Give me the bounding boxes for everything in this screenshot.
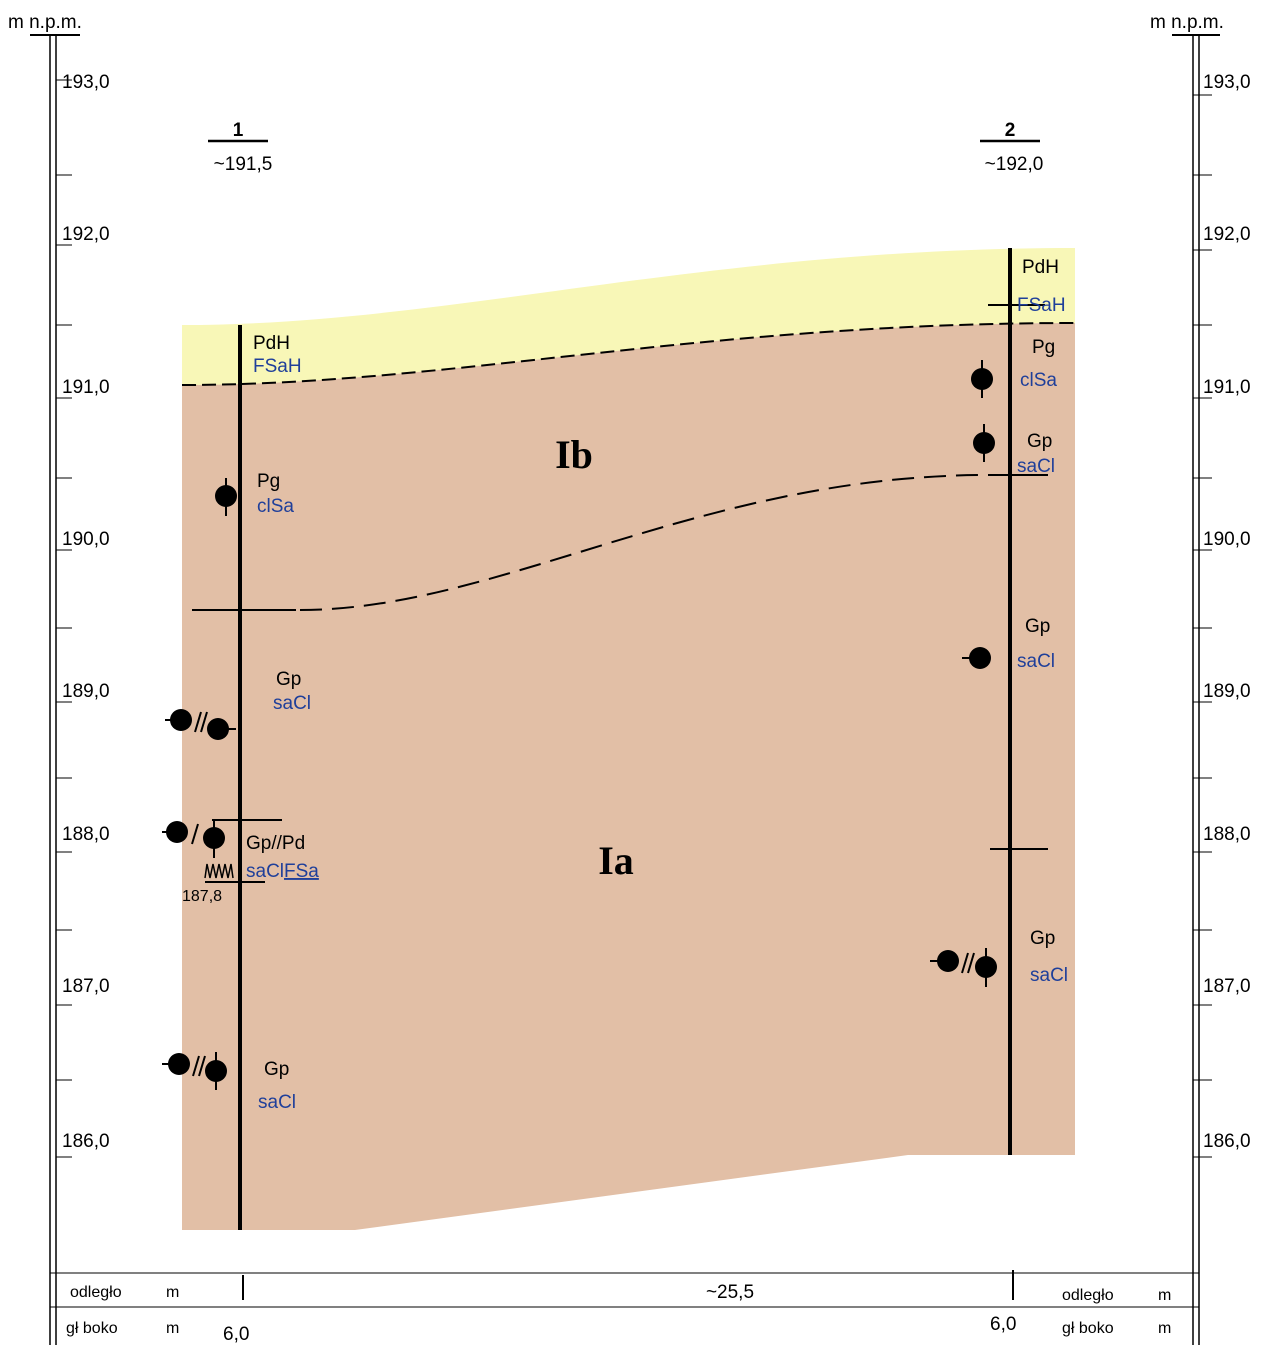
footer-unit: m [166, 1320, 179, 1337]
borehole-number: 2 [1005, 120, 1016, 141]
layer-soil: saCl [1017, 456, 1055, 477]
line-mark [967, 952, 975, 974]
axis-label: 189,0 [62, 681, 110, 702]
axis-label: 193,0 [62, 72, 110, 93]
footer-label: odległo [1062, 1287, 1114, 1304]
borehole-number: 1 [233, 120, 244, 141]
borehole-depth: 6,0 [223, 1324, 249, 1345]
layer-soil: saCl [273, 693, 311, 714]
footer-unit: m [1158, 1287, 1171, 1304]
axis-label: 193,0 [1203, 72, 1251, 93]
line-mark [191, 823, 199, 845]
footer-label: odległo [70, 1284, 122, 1301]
axis-label: 192,0 [1203, 224, 1251, 245]
borehole-elevation: ~191,5 [214, 154, 273, 175]
line-mark [198, 1055, 206, 1077]
layer-code: Pg [1032, 337, 1055, 358]
footer-label: gł boko [66, 1320, 118, 1337]
layer-soil: FSaH [253, 356, 302, 377]
axis-unit: m n.p.m. [1150, 12, 1224, 33]
axis-unit: m n.p.m. [8, 12, 82, 33]
layer-code: PdH [253, 333, 290, 354]
footer-unit: m [166, 1284, 179, 1301]
layer-soil: saClFSa [246, 861, 319, 882]
line-mark [192, 1055, 200, 1077]
borehole-2: 2 ~192,0 PdH FSaH Pg clSa Gp saCl Gp saC… [930, 120, 1068, 1155]
axis-label: 191,0 [62, 377, 110, 398]
footer-unit: m [1158, 1320, 1171, 1337]
spacing: ~25,5 [706, 1282, 754, 1303]
axis-label: 190,0 [1203, 529, 1251, 550]
layer-soil: saCl [1017, 651, 1055, 672]
axis-label: 192,0 [62, 224, 110, 245]
layer-soil: clSa [1020, 370, 1057, 391]
layer-soil: saCl [246, 861, 284, 882]
axis-label: 188,0 [1203, 824, 1251, 845]
layer-code: Gp [1025, 616, 1050, 637]
borehole-1: 1 ~191,5 PdH FSaH Pg clSa Gp saCl Gp//Pd… [162, 120, 319, 1230]
layer-soil: saCl [258, 1092, 296, 1113]
layer-code: Gp [264, 1059, 289, 1080]
axis-label: 191,0 [1203, 377, 1251, 398]
layer-code: Gp [1030, 928, 1055, 949]
layer-code: Gp [276, 669, 301, 690]
line-mark [299, 474, 989, 611]
water-level: 187,8 [182, 888, 222, 905]
axis-label: 188,0 [62, 824, 110, 845]
axis-label: 189,0 [1203, 681, 1251, 702]
axis-label: 186,0 [62, 1131, 110, 1152]
layer-code: Pg [257, 471, 280, 492]
line-mark [194, 711, 202, 733]
line-mark [200, 711, 208, 733]
line-mark [182, 248, 1075, 385]
unit-label: Ia [598, 838, 634, 883]
unit-label: Ib [555, 432, 593, 477]
layer-code: Gp//Pd [246, 833, 305, 854]
layer-soil: FSaH [1017, 295, 1066, 316]
axis-label: 187,0 [62, 976, 110, 997]
borehole-elevation: ~192,0 [985, 154, 1044, 175]
left-axis: m n.p.m. 193,0 192,0 191,0 190,0 189,0 1… [8, 12, 110, 1345]
line-mark [181, 322, 1076, 386]
footer: odległo m gł boko m 6,0 ~25,5 6,0 odległ… [50, 1270, 1199, 1345]
axis-label: 187,0 [1203, 976, 1251, 997]
axis-label: 190,0 [62, 529, 110, 550]
line-mark [182, 323, 1075, 1230]
axis-label: 186,0 [1203, 1131, 1251, 1152]
layer-code: PdH [1022, 257, 1059, 278]
layer-code: Gp [1027, 431, 1052, 452]
borehole-depth: 6,0 [990, 1314, 1016, 1335]
right-axis: m n.p.m. 193,0 192,0 191,0 190,0 189,0 1… [1150, 12, 1251, 1345]
layer-soil: FSa [284, 861, 319, 882]
line-mark [961, 952, 969, 974]
layer-soil: clSa [257, 496, 294, 517]
line-mark [204, 863, 234, 879]
footer-label: gł boko [1062, 1320, 1114, 1337]
layer-soil: saCl [1030, 965, 1068, 986]
layers [181, 248, 1076, 1230]
